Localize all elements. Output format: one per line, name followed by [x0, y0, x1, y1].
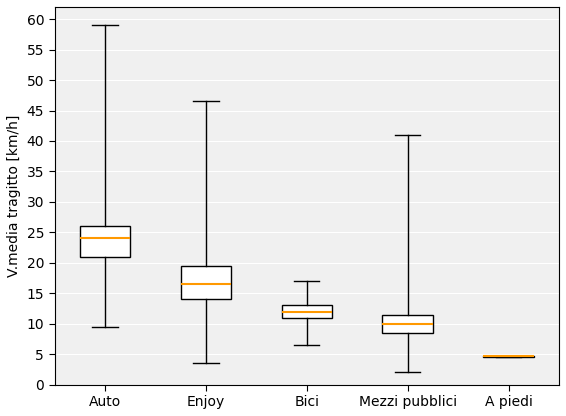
PathPatch shape — [80, 226, 130, 257]
PathPatch shape — [383, 314, 433, 333]
PathPatch shape — [483, 356, 534, 357]
PathPatch shape — [281, 305, 332, 318]
Y-axis label: V.media tragitto [km/h]: V.media tragitto [km/h] — [7, 114, 21, 277]
PathPatch shape — [181, 266, 231, 300]
